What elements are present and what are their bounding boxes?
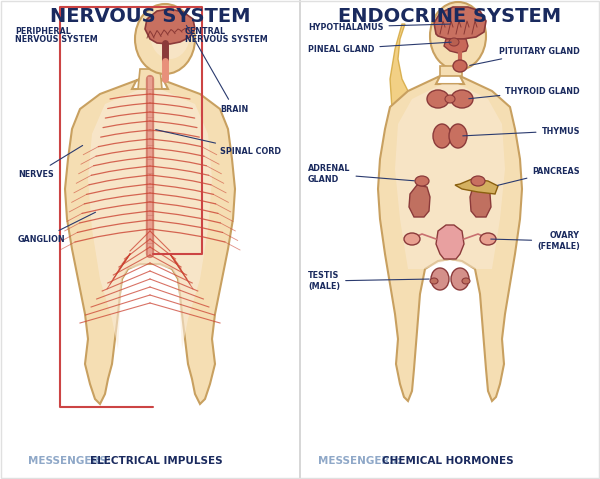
Ellipse shape	[415, 176, 429, 186]
Ellipse shape	[431, 268, 449, 290]
Polygon shape	[455, 179, 498, 194]
Polygon shape	[65, 79, 235, 404]
Text: NERVOUS SYSTEM: NERVOUS SYSTEM	[15, 34, 98, 44]
Ellipse shape	[480, 233, 496, 245]
Ellipse shape	[150, 9, 190, 59]
Ellipse shape	[430, 278, 438, 284]
Text: NERVOUS SYSTEM: NERVOUS SYSTEM	[185, 34, 268, 44]
Polygon shape	[409, 185, 430, 217]
Text: ADRENAL
GLAND: ADRENAL GLAND	[308, 164, 414, 184]
Text: PERIPHERAL: PERIPHERAL	[15, 26, 71, 35]
Text: NERVOUS SYSTEM: NERVOUS SYSTEM	[50, 7, 250, 26]
Text: CHEMICAL HORMONES: CHEMICAL HORMONES	[382, 456, 514, 466]
Ellipse shape	[135, 4, 195, 74]
Ellipse shape	[449, 124, 467, 148]
Text: MESSENGERS:: MESSENGERS:	[318, 456, 405, 466]
Text: TESTIS
(MALE): TESTIS (MALE)	[308, 271, 429, 291]
Ellipse shape	[462, 278, 470, 284]
Polygon shape	[434, 7, 486, 39]
Polygon shape	[138, 69, 162, 89]
Polygon shape	[436, 225, 464, 259]
Ellipse shape	[453, 60, 467, 72]
Polygon shape	[378, 76, 522, 401]
Polygon shape	[88, 89, 212, 349]
Text: ELECTRICAL IMPULSES: ELECTRICAL IMPULSES	[90, 456, 223, 466]
Text: ENDOCRINE SYSTEM: ENDOCRINE SYSTEM	[338, 7, 562, 26]
Ellipse shape	[451, 90, 473, 108]
Ellipse shape	[404, 233, 420, 245]
Text: PITUITARY GLAND: PITUITARY GLAND	[470, 46, 580, 66]
Ellipse shape	[433, 124, 451, 148]
Text: PANCREAS: PANCREAS	[497, 167, 580, 185]
Text: GANGLION: GANGLION	[18, 212, 95, 243]
Text: BRAIN: BRAIN	[187, 25, 248, 114]
Text: CENTRAL: CENTRAL	[185, 26, 226, 35]
Text: SPINAL CORD: SPINAL CORD	[156, 130, 281, 156]
Ellipse shape	[451, 268, 469, 290]
Polygon shape	[145, 9, 195, 44]
Text: THYROID GLAND: THYROID GLAND	[469, 87, 580, 99]
Text: NERVES: NERVES	[18, 146, 83, 179]
Ellipse shape	[427, 90, 449, 108]
Polygon shape	[444, 39, 468, 53]
Text: MESSENGERS:: MESSENGERS:	[28, 456, 115, 466]
Ellipse shape	[430, 2, 486, 70]
Text: THYMUS: THYMUS	[463, 126, 580, 136]
Polygon shape	[470, 185, 491, 217]
Text: OVARY
(FEMALE): OVARY (FEMALE)	[491, 231, 580, 251]
Polygon shape	[388, 24, 430, 259]
Polygon shape	[440, 66, 462, 76]
Text: HYPOTHALAMUS: HYPOTHALAMUS	[308, 23, 450, 32]
Text: PINEAL GLAND: PINEAL GLAND	[308, 42, 451, 54]
Ellipse shape	[471, 176, 485, 186]
Polygon shape	[395, 84, 505, 269]
Ellipse shape	[445, 95, 455, 103]
Ellipse shape	[449, 38, 459, 46]
